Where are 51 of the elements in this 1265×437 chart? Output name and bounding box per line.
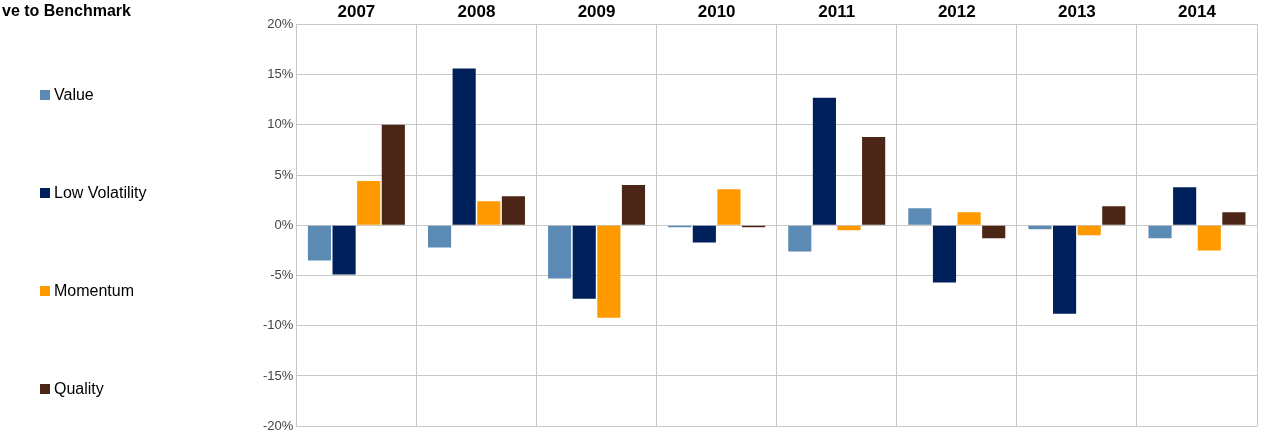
x-tick-label: 2011 (818, 1, 856, 21)
x-tick-label: 2013 (1057, 1, 1096, 21)
legend-label: Value (54, 86, 94, 104)
y-tick-label: -10% (262, 317, 294, 333)
bar (982, 225, 1006, 239)
legend-label: Low Volatility (54, 184, 147, 202)
bar (597, 225, 621, 318)
x-tick-label: 2014 (1178, 1, 1217, 21)
bar (548, 225, 572, 279)
legend-label: Quality (54, 380, 104, 398)
y-tick-label: 15% (267, 66, 294, 82)
bar (1053, 225, 1077, 314)
bar (1148, 225, 1172, 239)
bar (1197, 225, 1221, 251)
bar (621, 185, 646, 225)
legend-label: Momentum (54, 282, 135, 300)
bar (332, 225, 356, 275)
bar (477, 201, 501, 225)
bar (381, 124, 405, 225)
bar (307, 225, 332, 261)
y-tick-label: -5% (270, 267, 294, 283)
y-tick-label: 5% (274, 166, 294, 182)
x-tick-label: 2009 (577, 1, 616, 21)
bar (837, 225, 861, 231)
y-tick-label: 10% (267, 116, 294, 132)
x-tick-label: 2008 (457, 1, 496, 21)
bar (427, 225, 452, 248)
bar (908, 208, 932, 225)
bar (452, 68, 476, 225)
x-tick-label: 2012 (937, 1, 976, 21)
bar (717, 189, 741, 225)
y-tick-label: 0% (274, 216, 294, 232)
bar (932, 225, 957, 283)
bar (572, 225, 596, 299)
y-tick-label: -20% (262, 417, 294, 433)
bar (501, 196, 525, 225)
x-tick-label: 2010 (697, 1, 736, 21)
bar (812, 97, 836, 225)
bar (692, 225, 716, 243)
bar (862, 136, 886, 225)
y-tick-label: -15% (262, 367, 294, 383)
bar (788, 225, 812, 252)
bar (1102, 206, 1126, 225)
bar (1077, 225, 1101, 236)
y-tick-label: 20% (267, 15, 294, 31)
text: ve to Benchmark (2, 2, 131, 20)
x-tick-label: 2007 (337, 1, 376, 21)
bar (1173, 187, 1197, 225)
bar (357, 181, 381, 225)
bar (1222, 212, 1246, 225)
bar (957, 212, 981, 225)
